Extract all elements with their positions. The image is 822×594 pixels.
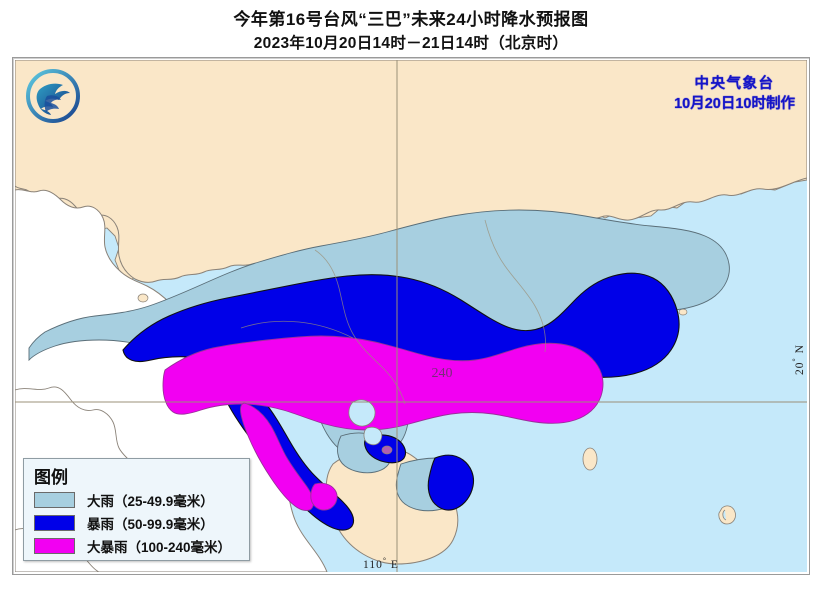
legend-box: 图例 大雨（25-49.9毫米） 暴雨（50-99.9毫米） 大暴雨（100-2… (23, 458, 250, 561)
longitude-value: 110 (363, 558, 383, 571)
precip-zone-severe-rainstorm-main (162, 335, 604, 431)
contour-label-240: 240 (423, 361, 461, 383)
map-canvas[interactable]: 240 (15, 60, 807, 572)
attribution-org: 中央气象台 (694, 76, 775, 92)
page-title: 今年第16号台风“三巴”未来24小时降水预报图 (233, 10, 589, 29)
page-subtitle: 2023年10月20日14时－21日14时（北京时） (253, 35, 569, 52)
legend-item-rainstorm: 暴雨（50-99.9毫米） (34, 511, 231, 534)
legend-label-severe-rainstorm: 大暴雨（100-240毫米） (87, 539, 232, 555)
attribution-timestamp: 10月20日10时制作 (674, 96, 795, 112)
legend-swatch-severe-rainstorm (34, 537, 75, 554)
province-border-1 (314, 249, 406, 405)
small-island-1 (582, 447, 598, 471)
small-island-3 (137, 293, 149, 303)
latitude-value: 20 (793, 361, 806, 376)
legend-title: 图例 (34, 468, 68, 487)
estuary-water-body (348, 399, 376, 427)
island-in-precip (381, 445, 393, 455)
precip-zone-severe-rainstorm-delta (310, 482, 338, 511)
province-border-3 (240, 320, 354, 339)
attribution-block: 中央气象台 10月20日10时制作 (674, 74, 795, 114)
longitude-label: 110° E (363, 556, 399, 571)
legend-swatch-heavy-rain (34, 491, 75, 508)
contour-label-text: 240 (432, 366, 453, 381)
small-island-2 (718, 505, 736, 525)
legend-rows: 大雨（25-49.9毫米） 暴雨（50-99.9毫米） 大暴雨（100-240毫… (34, 488, 231, 557)
precip-zone-severe-rainstorm-tongue (240, 402, 314, 511)
map-frame: 240 (12, 57, 810, 575)
legend-label-rainstorm: 暴雨（50-99.9毫米） (87, 516, 214, 532)
latitude-hemisphere: N (793, 344, 806, 354)
legend-label-heavy-rain: 大雨（25-49.9毫米） (87, 493, 214, 509)
latitude-label: 20° N (791, 344, 806, 375)
title-block: 今年第16号台风“三巴”未来24小时降水预报图 2023年10月20日14时－2… (0, 8, 822, 55)
degree-symbol: ° (382, 556, 388, 565)
legend-item-severe-rainstorm: 大暴雨（100-240毫米） (34, 534, 231, 557)
precip-zone-rainstorm-hainan-ne (427, 454, 475, 511)
bay-water-body (363, 426, 383, 446)
province-border-2 (484, 219, 546, 353)
degree-symbol-lat: ° (791, 357, 800, 362)
legend-swatch-rainstorm (34, 514, 75, 531)
longitude-hemisphere: E (390, 558, 399, 571)
legend-item-heavy-rain: 大雨（25-49.9毫米） (34, 488, 231, 511)
cma-logo (25, 68, 81, 124)
